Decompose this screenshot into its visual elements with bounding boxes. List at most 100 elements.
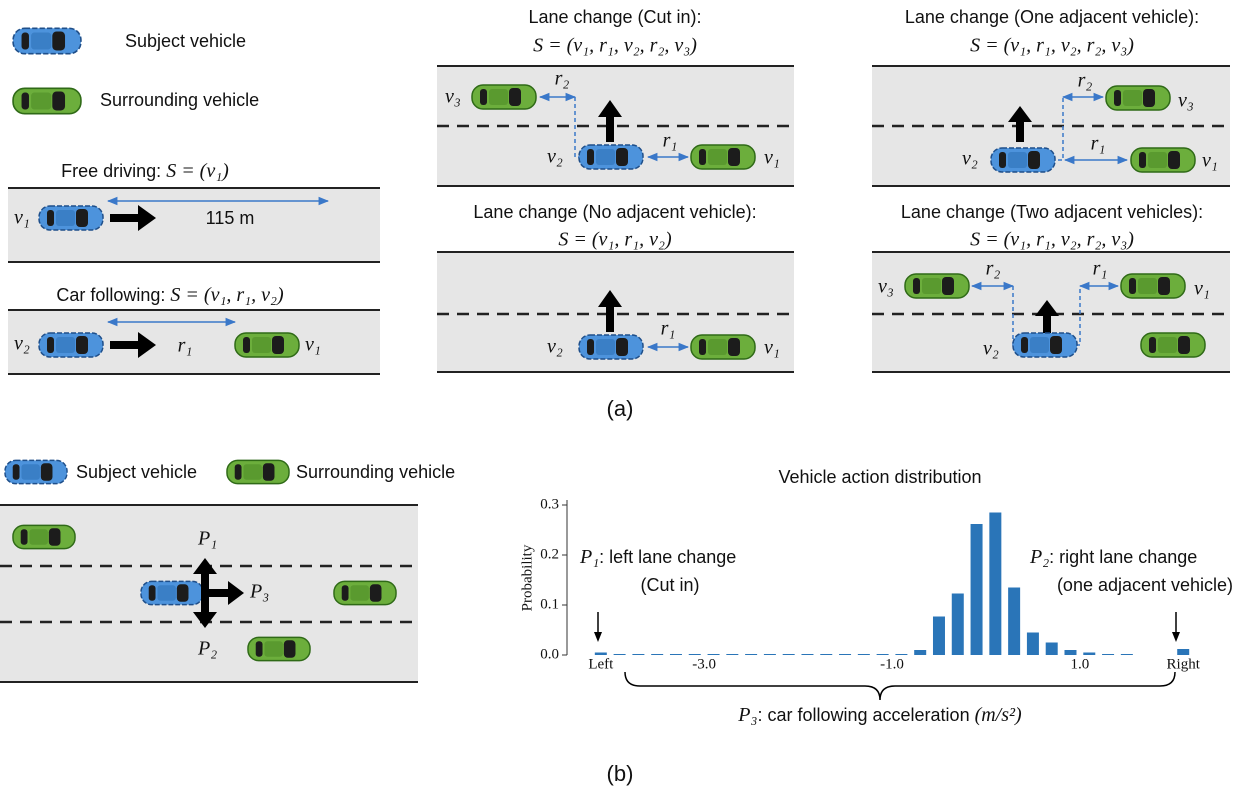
annotation-unit: (m/s²) [975, 704, 1022, 726]
bar [952, 594, 964, 656]
label: r₂ [1078, 70, 1093, 92]
car [13, 525, 75, 548]
label: v₃ [1178, 90, 1194, 112]
y-tick-label: 0.0 [540, 646, 559, 662]
car [1131, 148, 1195, 172]
label: r₂ [555, 68, 570, 90]
label: v₂ [962, 148, 978, 170]
annotation: (one adjacent vehicle) [1057, 575, 1233, 595]
label: r₂ [986, 258, 1001, 280]
annotation: P₂: right lane change [1029, 546, 1197, 568]
panel-title: Lane change (No adjacent vehicle): [473, 202, 756, 222]
label: r₁ [1093, 258, 1108, 280]
car [691, 335, 755, 359]
bar [726, 654, 738, 655]
bar [1008, 588, 1020, 656]
label: r₁ [1091, 133, 1106, 155]
car [579, 335, 643, 359]
bar [858, 654, 870, 655]
car [334, 581, 396, 604]
formula: S = (v₁, r₁, v₂) [558, 229, 672, 251]
label: P₃ [249, 581, 269, 603]
label: v₁ [1202, 150, 1218, 172]
bar [914, 650, 926, 655]
bar [895, 654, 907, 655]
label: v₁ [764, 337, 780, 359]
bar [877, 654, 889, 655]
label: v₂ [547, 146, 563, 168]
car [1141, 333, 1205, 357]
label: P₁ [197, 528, 217, 550]
car [141, 581, 203, 604]
car [1106, 86, 1170, 110]
bar [595, 653, 607, 656]
formula: S = (v₁) [166, 160, 229, 182]
annotation: (Cut in) [640, 575, 699, 595]
x-tick-label: Left [588, 656, 614, 672]
formula: S = (v₁, r₁, v₂, r₂, v₃) [533, 35, 697, 57]
legend-label: Surrounding vehicle [100, 90, 259, 110]
panel-title: Free driving: S = (v₁) [61, 160, 229, 182]
caption: (b) [607, 761, 634, 786]
car [579, 145, 643, 169]
bar [1177, 649, 1189, 655]
bar [1083, 653, 1095, 656]
car [991, 148, 1055, 172]
car [1121, 274, 1185, 298]
y-tick-label: 0.1 [540, 596, 559, 612]
annotation-label: P₁ [579, 546, 599, 568]
panel-title: Lane change (One adjacent vehicle): [905, 7, 1199, 27]
label: r₁ [661, 318, 676, 340]
bar [820, 654, 832, 655]
x-tick-label: 1.0 [1071, 656, 1090, 672]
label: P₂ [197, 638, 217, 660]
figure: Subject vehicle Surrounding vehicle Free… [0, 0, 1238, 794]
panel-title: Car following: S = (v₁, r₁, v₂) [56, 284, 284, 306]
label: r₁ [178, 335, 193, 357]
y-axis-label: Probability [519, 544, 535, 611]
x-tick-label: -1.0 [880, 656, 904, 672]
car-icon [227, 460, 289, 483]
car-icon [13, 28, 81, 53]
panel-title: Lane change (Cut in): [528, 7, 701, 27]
bar [1064, 650, 1076, 655]
legend-label: Surrounding vehicle [296, 462, 455, 482]
bar [614, 654, 626, 655]
formula: S = (v₁, r₁, v₂, r₂, v₃) [970, 35, 1134, 57]
label: v₃ [445, 86, 461, 108]
car [235, 333, 299, 357]
formula: S = (v₁, r₁, v₂, r₂, v₃) [970, 229, 1134, 251]
annotation: P₃: car following acceleration (m/s²) [737, 704, 1022, 726]
car [1013, 333, 1077, 357]
bar [971, 524, 983, 655]
bar [1121, 654, 1133, 655]
panel-title: Lane change (Two adjacent vehicles): [901, 202, 1203, 222]
label: v₂ [14, 333, 30, 355]
bar [801, 654, 813, 655]
car [39, 333, 103, 357]
label: 115 m [206, 208, 255, 228]
y-tick-label: 0.3 [540, 496, 559, 512]
car [905, 274, 969, 298]
label: v₁ [764, 147, 780, 169]
annotation-text: : right lane change [1049, 547, 1197, 567]
car [691, 145, 755, 169]
annotation-label: P₂ [1029, 546, 1049, 568]
formula: S = (v₁, r₁, v₂) [170, 284, 284, 306]
bar [689, 654, 701, 655]
car-icon [5, 460, 67, 483]
label: v₂ [983, 338, 999, 360]
annotation: P₁: left lane change [579, 546, 736, 568]
caption: (a) [607, 396, 634, 421]
chart: Vehicle action distribution Probability … [519, 467, 1233, 726]
bar [745, 654, 757, 655]
bar [989, 513, 1001, 656]
annotation-label: P₃ [737, 704, 757, 726]
bar [764, 654, 776, 655]
bar [1102, 654, 1114, 655]
bar [632, 654, 644, 655]
brace [625, 672, 1175, 700]
label: v₁ [305, 334, 321, 356]
label: v₁ [14, 207, 30, 229]
car [39, 206, 103, 230]
